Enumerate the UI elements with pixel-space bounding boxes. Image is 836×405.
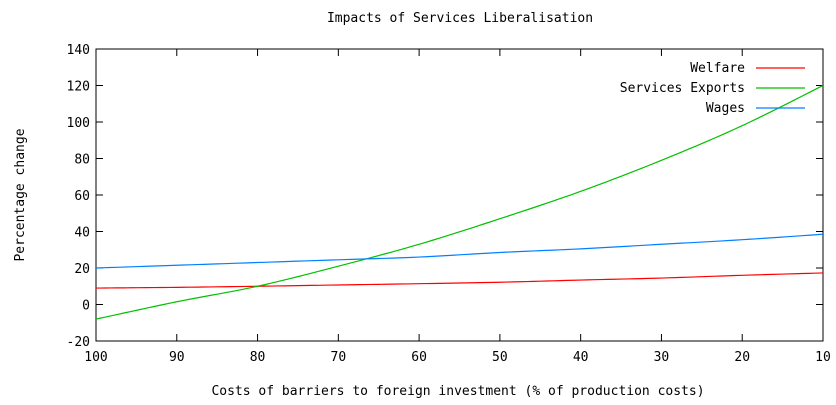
y-tick-label: 140 [67, 43, 90, 58]
y-axis-label: Percentage change [13, 128, 28, 261]
y-tick-label: 120 [67, 80, 90, 95]
series-line-wages [95, 233, 824, 269]
x-tick-label: 90 [169, 350, 185, 365]
legend: Welfare Services Exports Wages [620, 61, 805, 116]
x-tick-label: 30 [654, 350, 670, 365]
series-lines [95, 84, 824, 320]
y-ticks: -20 0 20 40 60 80 100 120 140 [67, 43, 823, 350]
legend-label-welfare: Welfare [690, 61, 745, 76]
y-tick-label: 20 [74, 262, 90, 277]
x-tick-label: 20 [734, 350, 750, 365]
chart-title: Impacts of Services Liberalisation [327, 11, 593, 26]
x-tick-label: 80 [250, 350, 266, 365]
x-axis-label: Costs of barriers to foreign investment … [211, 384, 704, 399]
x-tick-label: 40 [573, 350, 589, 365]
y-tick-label: 100 [67, 116, 90, 131]
x-ticks: 100 90 80 70 60 50 40 30 20 10 [84, 49, 831, 365]
y-tick-label: 40 [74, 226, 90, 241]
y-tick-label: 0 [82, 299, 90, 314]
legend-label-services-exports: Services Exports [620, 81, 745, 96]
x-tick-label: 100 [84, 350, 107, 365]
y-tick-label: 80 [74, 153, 90, 168]
x-tick-label: 50 [492, 350, 508, 365]
legend-label-wages: Wages [706, 101, 745, 116]
x-tick-label: 10 [815, 350, 831, 365]
series-line-welfare [95, 272, 824, 289]
series-line-services-exports [95, 84, 824, 320]
x-tick-label: 60 [411, 350, 427, 365]
y-tick-label: 60 [74, 189, 90, 204]
y-tick-label: -20 [67, 335, 90, 350]
x-tick-label: 70 [331, 350, 347, 365]
